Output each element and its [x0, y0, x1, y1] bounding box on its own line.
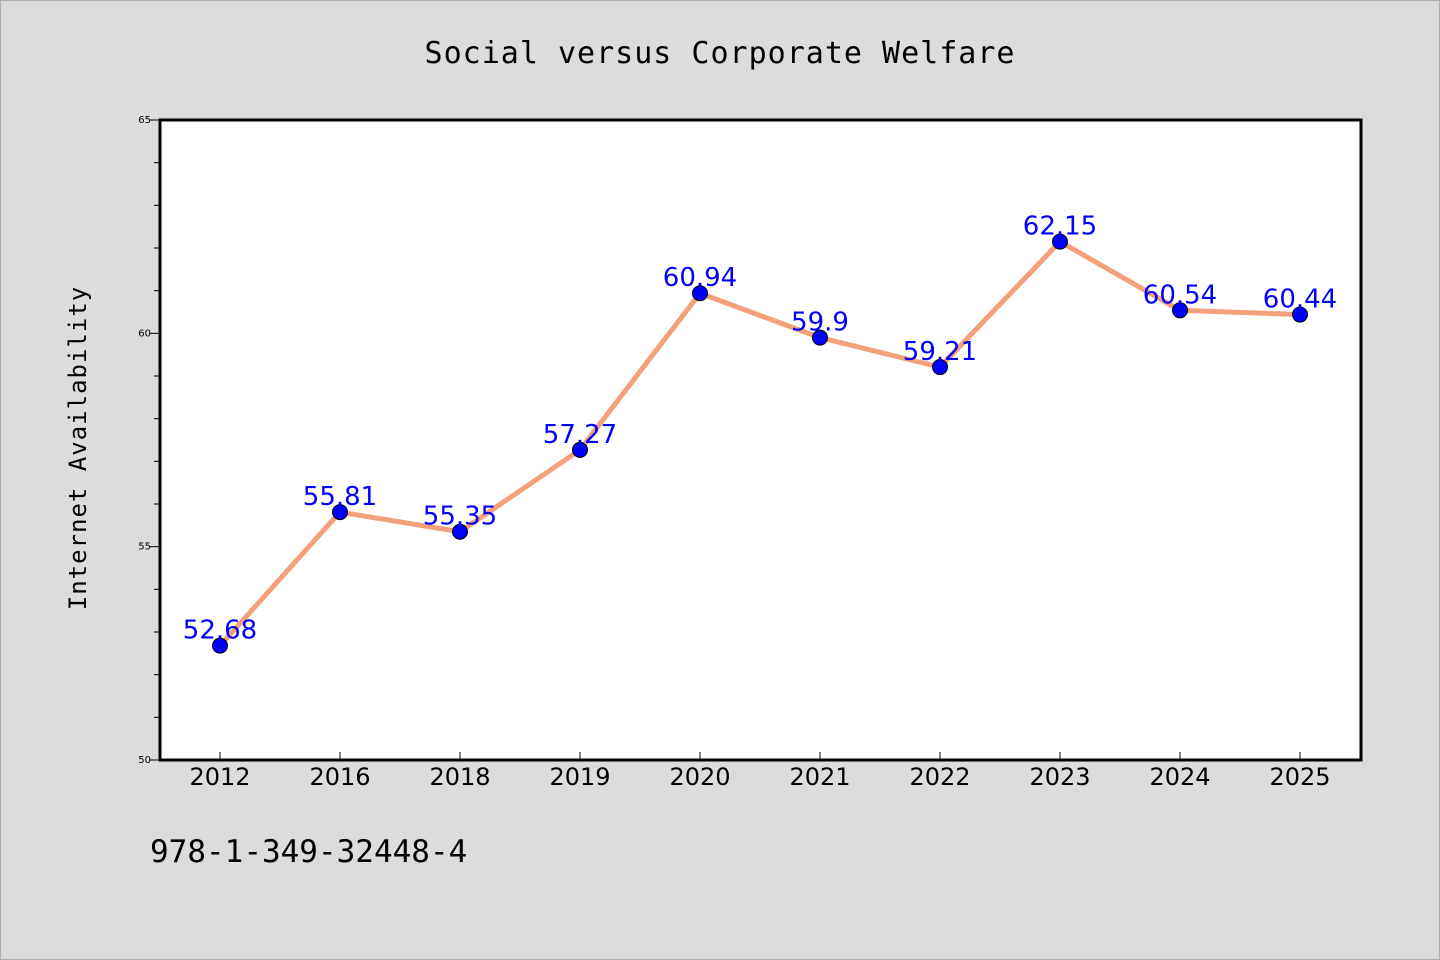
plot-area [158, 118, 1363, 762]
x-tick-label: 2024 [1149, 763, 1210, 791]
data-point [212, 637, 228, 654]
data-label: 55.81 [303, 482, 377, 512]
data-point [692, 285, 708, 302]
x-tick-label: 2012 [189, 763, 250, 791]
data-point [812, 329, 828, 346]
data-label: 52.68 [183, 616, 257, 646]
y-tick-label: 60 [138, 328, 151, 339]
x-tick-label: 2016 [309, 763, 370, 791]
y-tick-label: 55 [138, 542, 151, 553]
y-axis-ticks: 50 55 60 65 [138, 115, 160, 766]
isbn-text: 978-1-349-32448-4 [150, 834, 468, 870]
data-label: 60.94 [663, 263, 737, 293]
data-point [452, 523, 468, 540]
series-line-group [217, 239, 1303, 649]
y-axis-label: Internet Availability [64, 286, 92, 610]
data-point [1172, 302, 1188, 319]
data-point [1292, 306, 1308, 323]
x-tick-label: 2020 [669, 763, 730, 791]
x-tick-label: 2021 [789, 763, 850, 791]
data-markers [212, 233, 1308, 654]
x-tick-label: 2019 [549, 763, 610, 791]
data-point [572, 441, 588, 458]
data-label: 59.9 [791, 308, 849, 338]
data-label: 57.27 [543, 420, 617, 450]
chart-title: Social versus Corporate Welfare [425, 36, 1016, 71]
series-line [217, 239, 1303, 649]
x-tick-label: 2022 [909, 763, 970, 791]
y-tick-label: 65 [138, 115, 151, 126]
data-label: 60.44 [1263, 285, 1337, 315]
x-axis-ticks: 2012 2016 2018 2019 2020 2021 2022 2023 2024 2025 [189, 752, 1331, 791]
x-tick-label: 2018 [429, 763, 490, 791]
data-point [1052, 233, 1068, 250]
data-point [932, 359, 948, 376]
x-tick-label: 2023 [1029, 763, 1090, 791]
x-tick-label: 2025 [1269, 763, 1330, 791]
data-label: 59.21 [903, 337, 977, 367]
data-label: 55.35 [423, 502, 497, 532]
y-tick-label: 50 [138, 755, 151, 766]
data-label: 60.54 [1143, 280, 1217, 310]
data-label: 62.15 [1023, 212, 1097, 242]
data-point [332, 504, 348, 521]
data-labels: 52.68 55.81 55.35 57.27 60.94 59.9 59.21 62.15 6… [183, 212, 1337, 646]
